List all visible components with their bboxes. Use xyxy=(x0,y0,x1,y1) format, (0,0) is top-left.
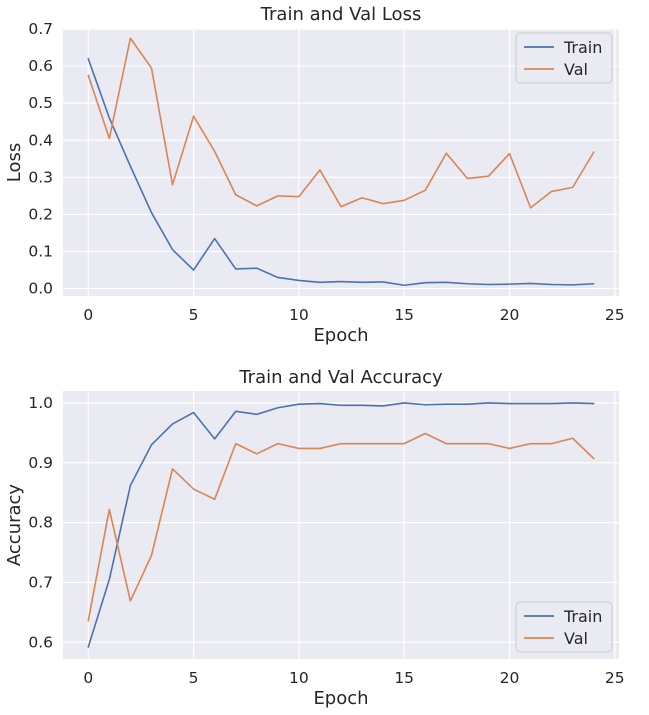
chart-title: Train and Val Accuracy xyxy=(238,367,443,388)
x-tick-label: 15 xyxy=(394,669,414,687)
legend-label-train: Train xyxy=(563,607,602,626)
legend-label-val: Val xyxy=(564,629,588,648)
x-tick-label: 20 xyxy=(500,669,520,687)
y-axis-label: Accuracy xyxy=(4,484,25,567)
y-tick-label: 0.6 xyxy=(28,57,53,75)
legend-label-val: Val xyxy=(564,60,588,79)
x-tick-label: 25 xyxy=(605,306,625,324)
y-tick-label: 0.7 xyxy=(28,573,53,591)
chart-acc: 0 5 10 15 20 25 0.6 0.7 0.8 0.9 1.0 Train and Val A… xyxy=(4,367,625,709)
x-tick-label: 20 xyxy=(500,306,520,324)
series-line-train xyxy=(87,402,595,648)
x-tick-label: 15 xyxy=(394,306,414,324)
x-tick-label: 0 xyxy=(83,669,93,687)
legend-label-train: Train xyxy=(563,38,602,57)
legend: Train Val xyxy=(515,601,613,653)
y-axis-label: Loss xyxy=(4,143,25,182)
legend-frame xyxy=(515,32,613,84)
x-axis-label: Epoch xyxy=(313,325,368,346)
y-tick-label: 0.6 xyxy=(28,633,53,651)
series-line-val xyxy=(87,432,595,622)
x-axis-label: Epoch xyxy=(313,688,368,709)
x-tick-label: 0 xyxy=(83,306,93,324)
y-tick-label: 0.0 xyxy=(28,280,53,298)
y-tick-label: 0.4 xyxy=(28,131,53,149)
y-tick-label: 0.5 xyxy=(28,94,53,112)
chart-loss: 0 5 10 15 20 25 0.0 0.1 0.2 0.3 0.4 0.5 0.6 0.7 Train … xyxy=(4,4,625,346)
x-tick-label: 25 xyxy=(605,669,625,687)
legend: Train Val xyxy=(515,32,613,84)
y-tick-label: 1.0 xyxy=(28,394,53,412)
x-tick-label: 5 xyxy=(189,306,199,324)
y-tick-label: 0.3 xyxy=(28,168,53,186)
legend-frame xyxy=(515,601,613,653)
series-line-train xyxy=(87,57,595,287)
series-line-val xyxy=(87,37,595,209)
x-tick-label: 5 xyxy=(189,669,199,687)
y-tick-label: 0.8 xyxy=(28,514,53,532)
x-tick-label: 10 xyxy=(289,669,309,687)
y-tick-label: 0.1 xyxy=(28,243,53,261)
y-tick-label: 0.9 xyxy=(28,454,53,472)
y-tick-label: 0.7 xyxy=(28,20,53,38)
x-tick-label: 10 xyxy=(289,306,309,324)
y-tick-label: 0.2 xyxy=(28,205,53,223)
chart-title: Train and Val Loss xyxy=(260,4,422,25)
